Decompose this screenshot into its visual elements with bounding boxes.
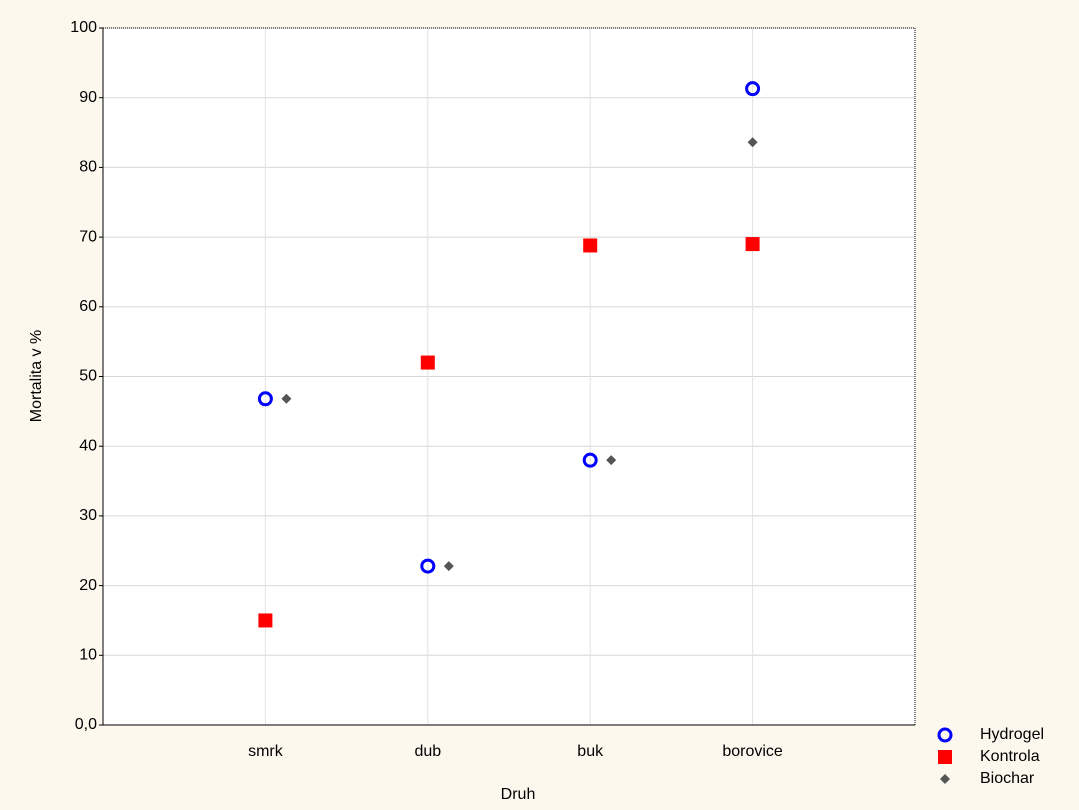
- point: [745, 237, 760, 252]
- point: [582, 452, 598, 468]
- legend-marker: [938, 750, 952, 764]
- point: [281, 393, 292, 404]
- x-tick-label: buk: [577, 743, 604, 760]
- legend-label: Biochar: [980, 770, 1035, 787]
- y-tick-label: 40: [79, 437, 97, 454]
- legend-marker: [940, 774, 950, 784]
- point: [443, 561, 454, 572]
- point: [606, 455, 617, 466]
- y-tick-label: 30: [79, 507, 97, 524]
- y-tick-label: 10: [79, 647, 97, 664]
- point: [420, 355, 435, 370]
- y-tick-label: 20: [79, 577, 97, 594]
- legend-marker: [937, 727, 953, 743]
- y-tick-label: 0,0: [75, 716, 97, 733]
- x-tick-label: dub: [414, 743, 441, 760]
- y-tick-label: 80: [79, 159, 97, 176]
- y-tick-label: 50: [79, 368, 97, 385]
- point: [747, 137, 758, 148]
- y-tick-label: 100: [70, 19, 97, 36]
- x-tick-label: borovice: [722, 743, 783, 760]
- y-tick-label: 60: [79, 298, 97, 315]
- y-tick-label: 70: [79, 228, 97, 245]
- x-tick-label: smrk: [248, 743, 284, 760]
- point: [257, 391, 273, 407]
- x-axis-label: Druh: [501, 786, 536, 803]
- y-axis-label: Mortalita v %: [28, 330, 45, 422]
- legend-label: Kontrola: [980, 748, 1040, 765]
- point: [420, 558, 436, 574]
- legend-label: Hydrogel: [980, 726, 1044, 743]
- point: [745, 81, 761, 97]
- y-tick-label: 90: [79, 89, 97, 106]
- point: [583, 238, 598, 253]
- point: [258, 613, 273, 628]
